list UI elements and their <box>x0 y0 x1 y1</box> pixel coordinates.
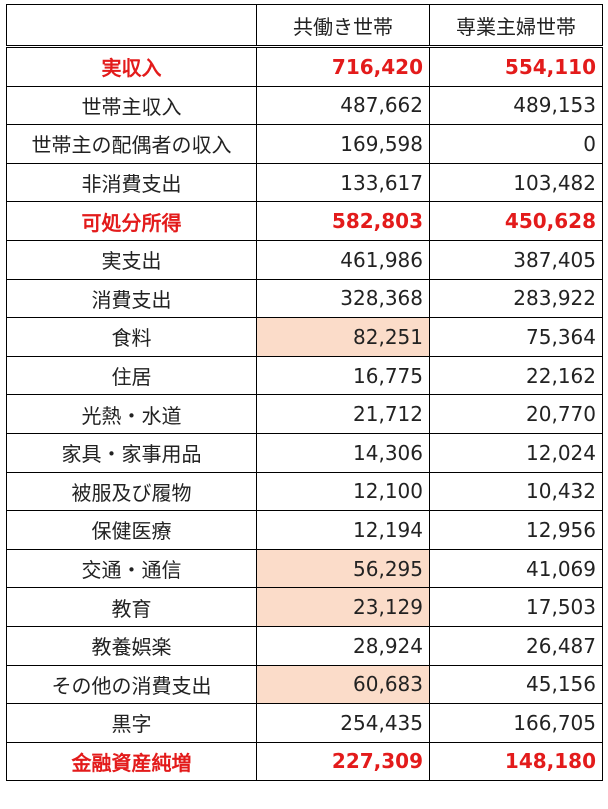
row-label: 消費支出 <box>6 278 257 319</box>
single-income-value: 26,487 <box>429 625 603 666</box>
single-income-value: 0 <box>429 124 603 164</box>
single-income-value: 387,405 <box>429 239 603 280</box>
dual-income-value: 328,368 <box>256 278 430 319</box>
table-row: 被服及び履物 12,100 10,432 <box>6 471 603 512</box>
table-row: 可処分所得 582,803 450,628 <box>6 201 603 241</box>
row-label: 実収入 <box>6 46 257 87</box>
dual-income-value: 461,986 <box>256 239 430 280</box>
row-label: 金融資産純増 <box>6 741 257 782</box>
table-row: 金融資産純増 227,309 148,180 <box>6 741 603 782</box>
row-label: 黒字 <box>6 703 257 743</box>
single-income-value: 554,110 <box>429 46 603 87</box>
table-row: 家具・家事用品 14,306 12,024 <box>6 432 603 473</box>
header-row: 共働き世帯 専業主婦世帯 <box>6 4 603 48</box>
row-label: 交通・通信 <box>6 548 257 589</box>
household-budget-table: 共働き世帯 専業主婦世帯 実収入 716,420 554,110 世帯主収入 487,6… <box>6 4 603 782</box>
dual-income-value: 582,803 <box>256 201 430 241</box>
row-label: 食料 <box>6 317 257 357</box>
single-income-value: 283,922 <box>429 278 603 319</box>
row-label: 可処分所得 <box>6 201 257 241</box>
row-label: 非消費支出 <box>6 162 257 203</box>
row-label: 実支出 <box>6 239 257 280</box>
dual-income-value: 133,617 <box>256 162 430 203</box>
row-label: 世帯主収入 <box>6 85 257 126</box>
table-row: 消費支出 328,368 283,922 <box>6 278 603 319</box>
row-label: 教養娯楽 <box>6 625 257 666</box>
single-income-value: 12,956 <box>429 510 603 550</box>
single-income-value: 75,364 <box>429 317 603 357</box>
table-row: 保健医療 12,194 12,956 <box>6 510 603 550</box>
table-row: 交通・通信 56,295 41,069 <box>6 548 603 589</box>
dual-income-value: 716,420 <box>256 46 430 87</box>
single-income-value: 450,628 <box>429 201 603 241</box>
table-row: 光熱・水道 21,712 20,770 <box>6 394 603 434</box>
dual-income-value: 12,194 <box>256 510 430 550</box>
table-row: 世帯主の配偶者の収入 169,598 0 <box>6 124 603 164</box>
header-dual-income: 共働き世帯 <box>256 4 430 48</box>
single-income-value: 12,024 <box>429 432 603 473</box>
single-income-value: 41,069 <box>429 548 603 589</box>
dual-income-value: 254,435 <box>256 703 430 743</box>
single-income-value: 103,482 <box>429 162 603 203</box>
table-row: 食料 82,251 75,364 <box>6 317 603 357</box>
single-income-value: 148,180 <box>429 741 603 782</box>
row-label: 世帯主の配偶者の収入 <box>6 124 257 164</box>
header-single-income: 専業主婦世帯 <box>429 4 603 48</box>
table-body: 実収入 716,420 554,110 世帯主収入 487,662 489,153 世帯主の… <box>6 46 603 782</box>
table-row: その他の消費支出 60,683 45,156 <box>6 664 603 705</box>
single-income-value: 20,770 <box>429 394 603 434</box>
dual-income-value: 12,100 <box>256 471 430 512</box>
dual-income-value: 14,306 <box>256 432 430 473</box>
table-row: 黒字 254,435 166,705 <box>6 703 603 743</box>
dual-income-value: 82,251 <box>256 317 430 357</box>
dual-income-value: 60,683 <box>256 664 430 705</box>
row-label: 保健医療 <box>6 510 257 550</box>
table-row: 世帯主収入 487,662 489,153 <box>6 85 603 126</box>
header-blank <box>6 4 257 48</box>
dual-income-value: 28,924 <box>256 625 430 666</box>
table-row: 教養娯楽 28,924 26,487 <box>6 625 603 666</box>
row-label: 被服及び履物 <box>6 471 257 512</box>
dual-income-value: 56,295 <box>256 548 430 589</box>
single-income-value: 166,705 <box>429 703 603 743</box>
table-row: 住居 16,775 22,162 <box>6 355 603 396</box>
dual-income-value: 23,129 <box>256 587 430 627</box>
single-income-value: 17,503 <box>429 587 603 627</box>
row-label: 家具・家事用品 <box>6 432 257 473</box>
single-income-value: 22,162 <box>429 355 603 396</box>
dual-income-value: 16,775 <box>256 355 430 396</box>
table-row: 実収入 716,420 554,110 <box>6 46 603 87</box>
table-row: 実支出 461,986 387,405 <box>6 239 603 280</box>
single-income-value: 489,153 <box>429 85 603 126</box>
single-income-value: 10,432 <box>429 471 603 512</box>
dual-income-value: 487,662 <box>256 85 430 126</box>
row-label: 住居 <box>6 355 257 396</box>
row-label: 光熱・水道 <box>6 394 257 434</box>
dual-income-value: 169,598 <box>256 124 430 164</box>
single-income-value: 45,156 <box>429 664 603 705</box>
table-row: 教育 23,129 17,503 <box>6 587 603 627</box>
dual-income-value: 21,712 <box>256 394 430 434</box>
table-row: 非消費支出 133,617 103,482 <box>6 162 603 203</box>
row-label: 教育 <box>6 587 257 627</box>
row-label: その他の消費支出 <box>6 664 257 705</box>
dual-income-value: 227,309 <box>256 741 430 782</box>
